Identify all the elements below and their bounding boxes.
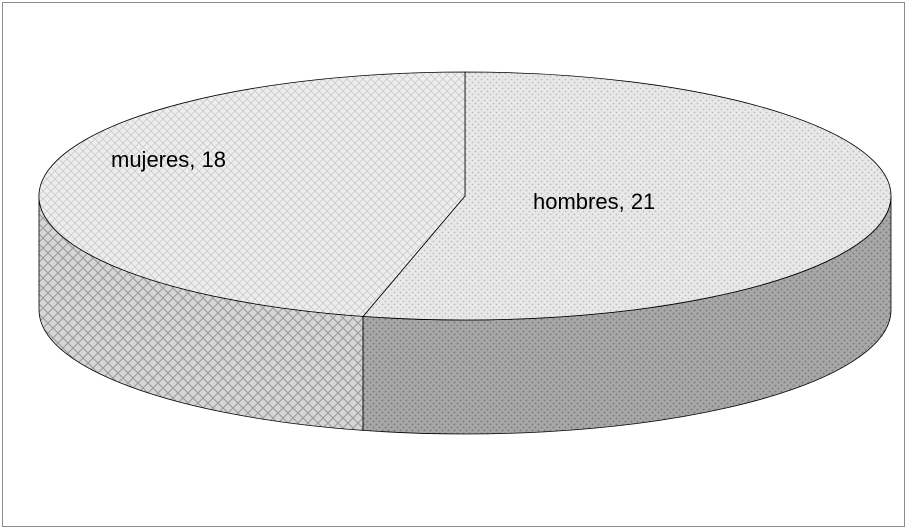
slice-label-hombres: hombres, 21 bbox=[533, 189, 655, 214]
pie-slice-mujeres bbox=[38, 71, 466, 317]
pie-chart: mujeres, 18 hombres, 21 bbox=[38, 71, 892, 435]
pie-slice-hombres bbox=[362, 71, 892, 321]
slice-label-mujeres: mujeres, 18 bbox=[111, 147, 226, 172]
